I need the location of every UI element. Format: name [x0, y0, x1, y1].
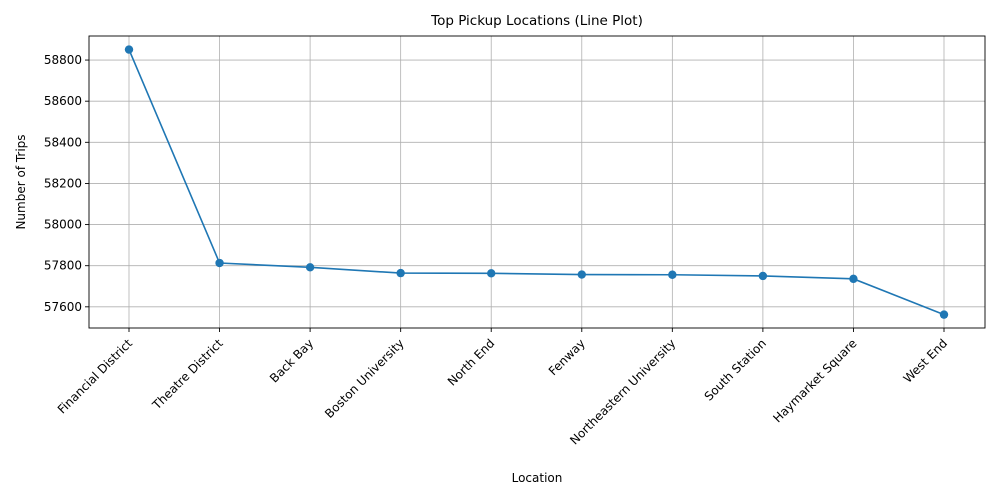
y-tick-label: 58400 [44, 135, 82, 149]
axis-ticks: 57600 57800 58000 58200 58400 58600 58800 Finan… [44, 53, 950, 447]
x-tick-label: Theatre District [149, 336, 226, 413]
data-point [758, 271, 768, 281]
x-tick-label: South Station [702, 336, 769, 403]
grid [89, 36, 985, 328]
data-point [124, 45, 134, 54]
data-point [939, 310, 949, 319]
y-tick-label: 58000 [44, 218, 82, 232]
data-point [577, 270, 586, 279]
chart-title: Top Pickup Locations (Line Plot) [430, 13, 643, 29]
x-tick-label: West End [901, 336, 951, 386]
x-tick-label: North End [445, 336, 497, 388]
x-tick-label: Financial District [55, 336, 135, 416]
y-tick-label: 57800 [44, 259, 82, 273]
data-point [487, 269, 496, 278]
x-tick-label: Fenway [546, 336, 588, 378]
data-point [396, 268, 405, 278]
x-tick-label: Northeastern University [567, 336, 678, 447]
x-tick-label: Haymarket Square [770, 336, 859, 425]
y-axis-label: Number of Trips [14, 134, 28, 229]
y-tick-label: 58800 [44, 53, 82, 67]
data-point [849, 274, 858, 284]
y-tick-label: 58600 [44, 94, 82, 108]
data-point [305, 263, 315, 272]
data-point [668, 270, 677, 279]
x-tick-label: Boston University [322, 336, 407, 421]
x-tick-label: Back Bay [267, 336, 316, 385]
series [124, 45, 949, 319]
y-tick-label: 58200 [44, 176, 82, 190]
y-tick-label: 57600 [44, 300, 82, 314]
data-point [215, 258, 224, 268]
series-line [128, 49, 945, 316]
plot-area-frame [88, 35, 986, 329]
x-axis-label: Location [512, 471, 563, 485]
